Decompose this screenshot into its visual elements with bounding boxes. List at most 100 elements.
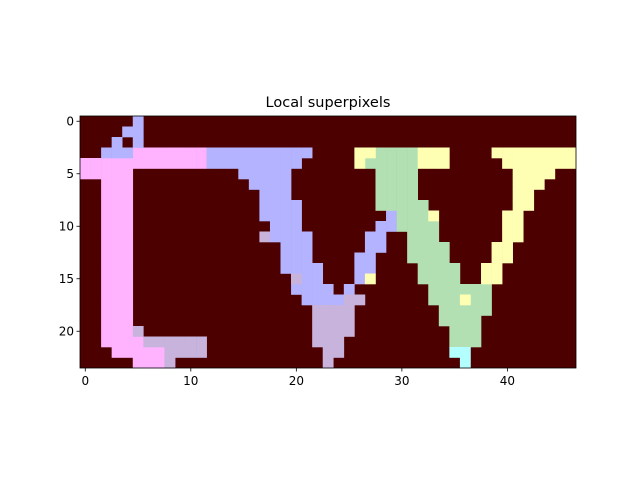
superpixel-cell [386,158,397,169]
superpixel-cell [375,231,387,243]
superpixel-cell [312,305,324,316]
superpixel-cell [111,221,123,232]
superpixel-cell [111,210,123,222]
superpixel-cell [248,179,260,190]
superpixel-cell [407,168,418,180]
superpixel-cell [301,273,313,285]
superpixel-cell [438,158,450,169]
superpixel-segment-6 [449,347,471,369]
x-tick-label: 30 [394,374,409,388]
superpixel-cell [111,147,123,159]
superpixel-cell [111,231,123,243]
superpixel-cell [375,168,387,180]
superpixel-cell [428,221,440,232]
superpixel-cell [164,336,176,348]
superpixel-cell [438,147,450,159]
superpixel-cell [164,158,176,169]
superpixel-cell [428,242,440,253]
superpixel-cell [470,294,482,306]
superpixel-cell [111,137,123,148]
superpixel-cell [259,210,271,222]
superpixel-cell [101,179,112,190]
superpixel-cell [333,336,345,348]
superpixel-cell [333,326,345,337]
superpixel-cell [354,273,366,285]
superpixel-cell [269,200,281,211]
superpixel-cell [407,242,418,253]
superpixel-cell [417,200,429,211]
superpixel-cell [291,252,302,264]
superpixel-cell [111,242,123,253]
superpixel-cell [143,357,155,369]
superpixel-cell [291,210,302,222]
superpixel-cell [227,147,239,159]
superpixel-cell [417,263,429,274]
superpixel-cell [291,147,302,159]
superpixel-cell [259,189,271,201]
superpixel-cell [291,231,302,243]
superpixel-cell [428,252,440,264]
y-tick-label: 20 [59,325,74,339]
superpixel-cell [375,242,387,253]
superpixel-cell [101,263,112,274]
superpixel-cell [80,168,91,180]
superpixel-cell [312,263,324,274]
superpixel-cell [417,242,429,253]
superpixel-cell [417,210,429,222]
superpixel-cell [333,315,345,327]
superpixel-cell [122,200,134,211]
superpixel-cell [459,326,471,337]
superpixel-cell [407,231,418,243]
superpixel-cell [322,326,334,337]
superpixel-cell [132,158,144,169]
superpixel-cell [491,242,503,253]
superpixel-cell [428,158,440,169]
superpixel-cell [407,158,418,169]
superpixel-segment-5 [132,231,366,369]
superpixel-cell [122,179,134,190]
superpixel-cell [502,158,513,169]
superpixel-cell [523,200,535,211]
superpixel-cell [122,168,134,180]
superpixel-cell [512,147,524,159]
superpixel-cell [301,252,313,264]
superpixel-cell [428,210,440,222]
superpixel-cell [280,242,292,253]
axes-frame [79,115,577,369]
superpixel-cell [407,252,418,264]
superpixel-cell [301,231,313,243]
superpixel-cell [153,357,165,369]
superpixel-cell [438,263,450,274]
superpixel-cell [174,336,186,348]
superpixel-cell [217,158,229,169]
superpixel-cell [122,273,134,285]
superpixel-cell [111,263,123,274]
superpixel-cell [512,221,524,232]
superpixel-cell [428,231,440,243]
superpixel-cell [533,168,545,180]
superpixel-cell [122,326,134,337]
superpixel-cell [312,315,324,327]
superpixel-cell [396,200,408,211]
superpixel-cell [132,326,144,337]
superpixel-cell [407,221,418,232]
superpixel-segment-3 [364,147,492,348]
superpixel-cell [386,168,397,180]
superpixel-cell [407,147,418,159]
superpixel-image [80,116,577,369]
superpixel-cell [291,200,302,211]
superpixel-cell [396,221,408,232]
superpixel-cell [417,147,429,159]
superpixel-cell [449,263,461,274]
superpixel-cell [449,284,461,295]
y-tick-label: 10 [59,220,74,234]
superpixel-cell [132,336,144,348]
superpixel-cell [301,294,313,306]
superpixel-cell [502,210,513,222]
superpixel-cell [396,158,408,169]
superpixel-cell [459,336,471,348]
superpixel-segment-4 [354,147,577,306]
axes: 0 10 20 30 40 0 5 10 15 20 [59,115,577,388]
superpixel-cell [470,336,482,348]
superpixel-cell [101,284,112,295]
